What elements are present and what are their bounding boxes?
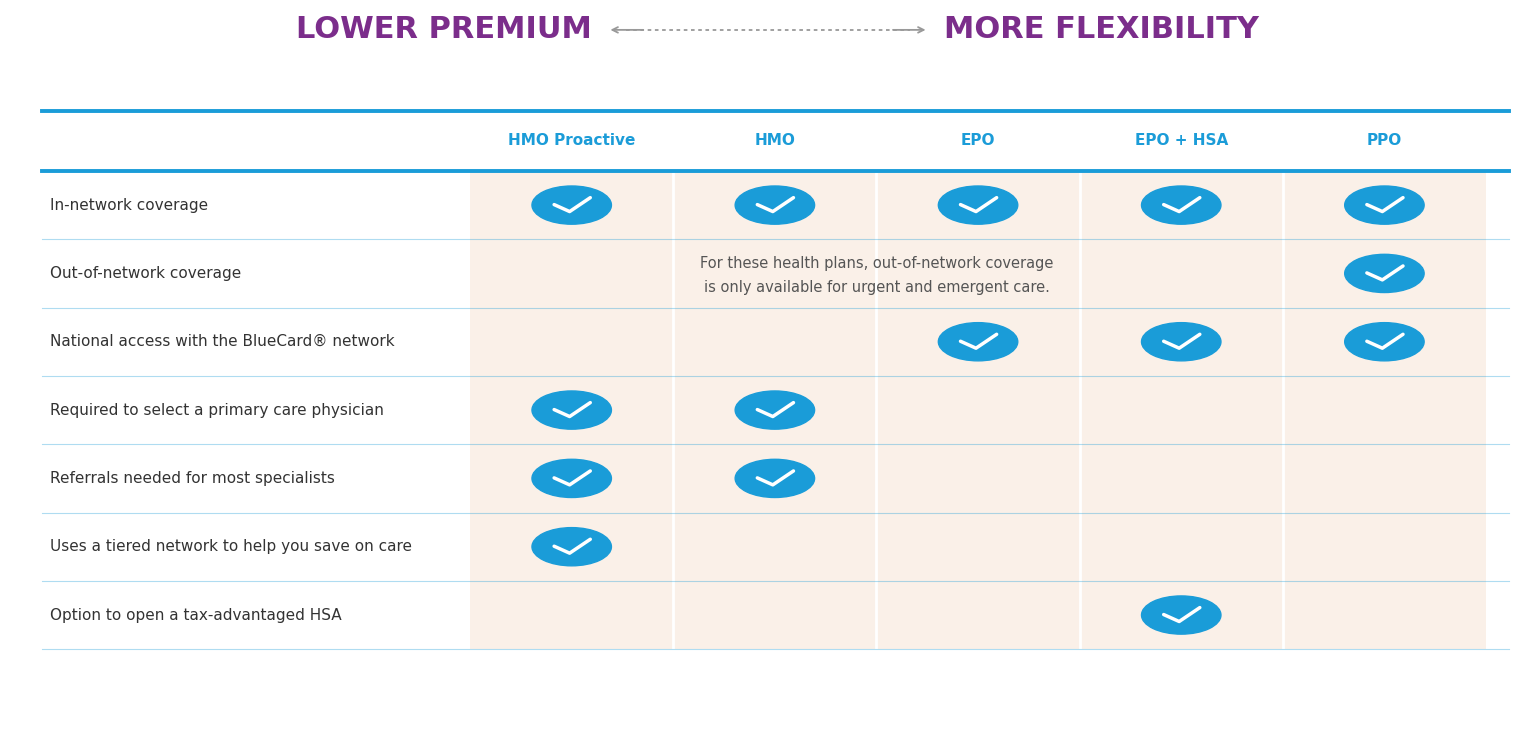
Text: Option to open a tax-advantaged HSA: Option to open a tax-advantaged HSA [51,608,341,623]
Text: HMO Proactive: HMO Proactive [508,133,636,149]
Text: For these health plans, out-of-network coverage: For these health plans, out-of-network c… [700,256,1054,270]
Text: EPO + HSA: EPO + HSA [1135,133,1227,149]
Circle shape [736,186,814,224]
Circle shape [1344,254,1424,293]
Text: Required to select a primary care physician: Required to select a primary care physic… [51,403,384,418]
Circle shape [531,186,611,224]
Bar [1080,171,1283,649]
Bar [877,171,1080,649]
Circle shape [1141,322,1221,361]
Circle shape [531,528,611,566]
Text: PPO: PPO [1367,133,1402,149]
Circle shape [1344,186,1424,224]
Bar [470,171,673,649]
Text: National access with the BlueCard® network: National access with the BlueCard® netwo… [51,334,395,349]
Circle shape [938,322,1018,361]
Text: is only available for urgent and emergent care.: is only available for urgent and emergen… [703,279,1049,294]
Circle shape [1344,322,1424,361]
Text: HMO: HMO [754,133,796,149]
Circle shape [938,186,1018,224]
Text: In-network coverage: In-network coverage [51,198,207,212]
Text: MORE FLEXIBILITY: MORE FLEXIBILITY [943,16,1258,45]
Text: Out-of-network coverage: Out-of-network coverage [51,266,241,281]
Text: Uses a tiered network to help you save on care: Uses a tiered network to help you save o… [51,539,412,554]
Circle shape [531,459,611,498]
Circle shape [1141,596,1221,634]
Bar [1283,171,1485,649]
Circle shape [736,391,814,429]
Bar [673,171,877,649]
Circle shape [736,459,814,498]
Text: EPO: EPO [962,133,995,149]
Circle shape [1141,186,1221,224]
Circle shape [531,391,611,429]
Text: LOWER PREMIUM: LOWER PREMIUM [296,16,593,45]
Text: Referrals needed for most specialists: Referrals needed for most specialists [51,471,335,486]
